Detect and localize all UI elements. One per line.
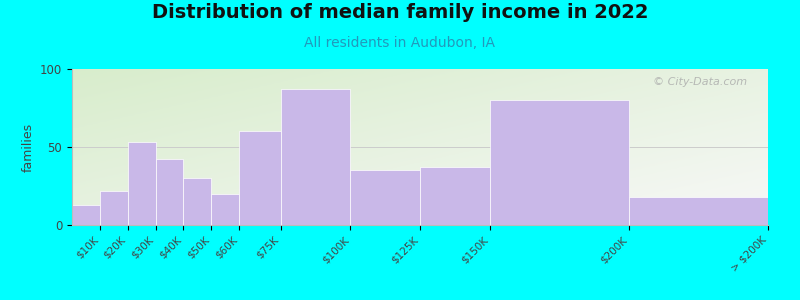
Bar <box>183 178 211 225</box>
Bar <box>239 131 281 225</box>
Bar <box>128 142 155 225</box>
Y-axis label: families: families <box>22 122 34 172</box>
Bar <box>100 191 128 225</box>
Bar <box>629 197 768 225</box>
Bar <box>155 160 183 225</box>
Bar <box>281 89 350 225</box>
Bar <box>420 167 490 225</box>
Bar <box>211 194 239 225</box>
Bar <box>490 100 629 225</box>
Bar <box>350 170 420 225</box>
Bar <box>72 205 100 225</box>
Text: All residents in Audubon, IA: All residents in Audubon, IA <box>305 36 495 50</box>
Text: Distribution of median family income in 2022: Distribution of median family income in … <box>152 3 648 22</box>
Text: © City-Data.com: © City-Data.com <box>653 77 747 87</box>
